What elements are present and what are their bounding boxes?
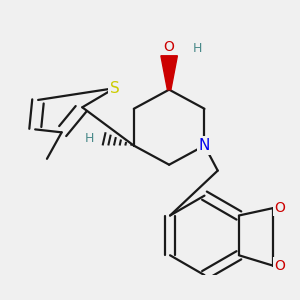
Text: S: S bbox=[110, 81, 119, 96]
Text: H: H bbox=[193, 42, 202, 55]
Text: O: O bbox=[274, 259, 285, 273]
Text: N: N bbox=[199, 138, 210, 153]
Text: H: H bbox=[85, 132, 94, 145]
Text: O: O bbox=[274, 201, 285, 215]
Polygon shape bbox=[161, 56, 177, 90]
Text: O: O bbox=[164, 40, 175, 54]
